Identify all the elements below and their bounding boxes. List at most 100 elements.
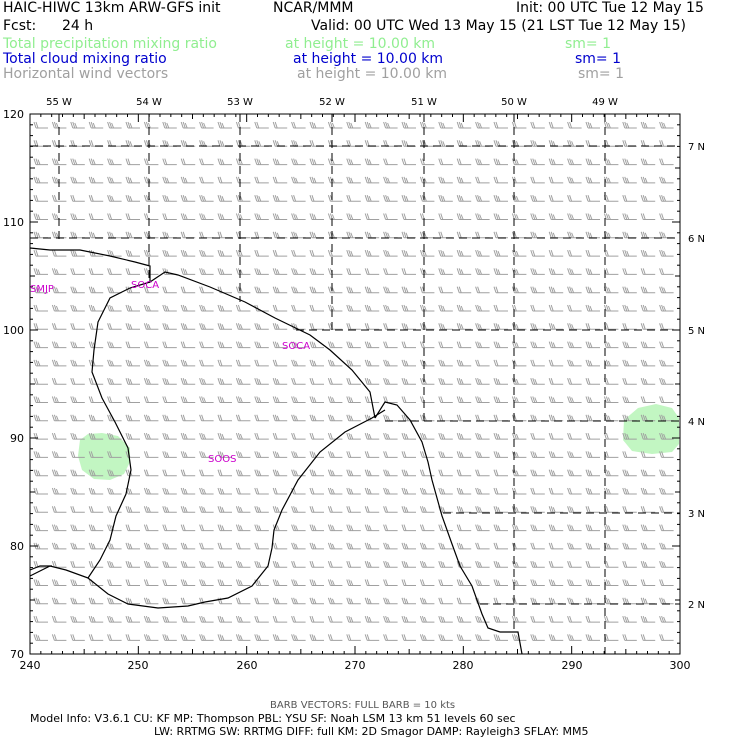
- wind-barb: [493, 432, 508, 440]
- wind-barb: [567, 359, 582, 367]
- wind-barb: [180, 579, 196, 586]
- wind-barb: [475, 213, 490, 220]
- wind-barb: [346, 414, 361, 422]
- wind-barb: [125, 231, 140, 239]
- wind-barb: [585, 268, 600, 275]
- wind-barb: [346, 634, 361, 641]
- wind-barb: [585, 597, 600, 605]
- wind-barb: [640, 561, 656, 568]
- wind-barb: [603, 597, 619, 605]
- wind-barb: [475, 579, 490, 586]
- wind-barb: [51, 359, 67, 367]
- wind-barb: [199, 231, 214, 239]
- wind-barb: [254, 286, 269, 294]
- wind-barb: [272, 121, 288, 129]
- wind-barb: [125, 542, 140, 550]
- wind-barb: [383, 249, 398, 257]
- wind-barb: [107, 542, 122, 550]
- wind-barb: [419, 176, 435, 184]
- wind-barb: [419, 414, 435, 422]
- wind-barb: [456, 213, 472, 220]
- wind-barb: [70, 378, 85, 385]
- wind-barb: [33, 378, 48, 385]
- wind-barb: [162, 304, 177, 312]
- wind-barb: [125, 524, 140, 532]
- wind-barb: [125, 158, 140, 166]
- wind-barb: [327, 231, 343, 239]
- wind-barb: [456, 524, 472, 532]
- wind-barb: [291, 359, 306, 367]
- wind-barb: [364, 451, 380, 458]
- station-label: SOCA: [131, 280, 159, 291]
- wind-barb: [530, 176, 545, 184]
- wind-barb: [567, 432, 582, 440]
- wind-barb: [567, 286, 582, 294]
- wind-barb: [143, 195, 159, 202]
- coastlines-borders: [29, 247, 523, 655]
- wind-barb: [401, 231, 416, 239]
- wind-barb: [143, 286, 159, 294]
- wind-barb: [364, 304, 380, 312]
- wind-barb: [180, 249, 196, 257]
- wind-barb: [309, 396, 324, 403]
- wind-barb: [456, 542, 472, 550]
- wind-barb: [180, 213, 196, 220]
- wind-barb: [438, 634, 453, 641]
- y-tick-label: 120: [3, 108, 24, 121]
- wind-barb: [548, 249, 564, 257]
- lon-label: 51 W: [411, 97, 437, 108]
- wind-barb: [272, 615, 288, 623]
- wind-barb: [622, 323, 637, 330]
- wind-barb: [254, 432, 269, 440]
- wind-barb: [272, 634, 288, 641]
- wind-barb: [327, 597, 343, 605]
- wind-barb: [364, 249, 380, 257]
- wind-barb: [622, 268, 637, 275]
- wind-barb: [493, 286, 508, 294]
- wind-barb: [33, 506, 48, 513]
- wind-barb: [346, 451, 361, 458]
- field-wind-height: at height = 10.00 km: [297, 66, 448, 82]
- wind-barb: [585, 378, 600, 385]
- wind-barb: [327, 140, 343, 147]
- wind-barb: [291, 268, 306, 275]
- wind-barb: [51, 158, 67, 166]
- wind-barb: [346, 249, 361, 257]
- wind-barb: [125, 396, 140, 403]
- wind-barb: [180, 469, 196, 477]
- wind-barb: [327, 286, 343, 294]
- y-tick-label: 110: [3, 216, 24, 229]
- wind-barb: [346, 213, 361, 220]
- wind-barb: [51, 323, 67, 330]
- wind-barb: [475, 615, 490, 623]
- wind-barb: [603, 451, 619, 458]
- wind-barb: [199, 378, 214, 385]
- wind-barb: [125, 561, 140, 568]
- wind-barb: [107, 176, 122, 184]
- wind-barb: [309, 249, 324, 257]
- wind-barb: [199, 341, 214, 349]
- wind-barb: [603, 469, 619, 477]
- wind-barb: [254, 506, 269, 513]
- station-label: SOCA: [282, 341, 310, 352]
- wind-barb: [603, 195, 619, 202]
- wind-barb: [309, 195, 324, 202]
- wind-barb: [530, 396, 545, 403]
- wind-barb: [383, 231, 398, 239]
- wind-barb: [401, 249, 416, 257]
- wind-barb: [88, 359, 104, 367]
- wind-barb: [235, 304, 251, 312]
- wind-barb: [530, 432, 545, 440]
- wind-barb: [585, 286, 600, 294]
- wind-barb: [567, 121, 582, 129]
- border-suriname-fg: [29, 281, 151, 579]
- wind-barb: [456, 396, 472, 403]
- wind-barb: [346, 121, 361, 129]
- wind-barb: [291, 524, 306, 532]
- wind-barb: [217, 176, 232, 184]
- wind-barb: [383, 140, 398, 147]
- wind-barb: [217, 396, 232, 403]
- wind-barb: [199, 249, 214, 257]
- wind-barb: [622, 304, 637, 312]
- wind-barb: [622, 451, 637, 458]
